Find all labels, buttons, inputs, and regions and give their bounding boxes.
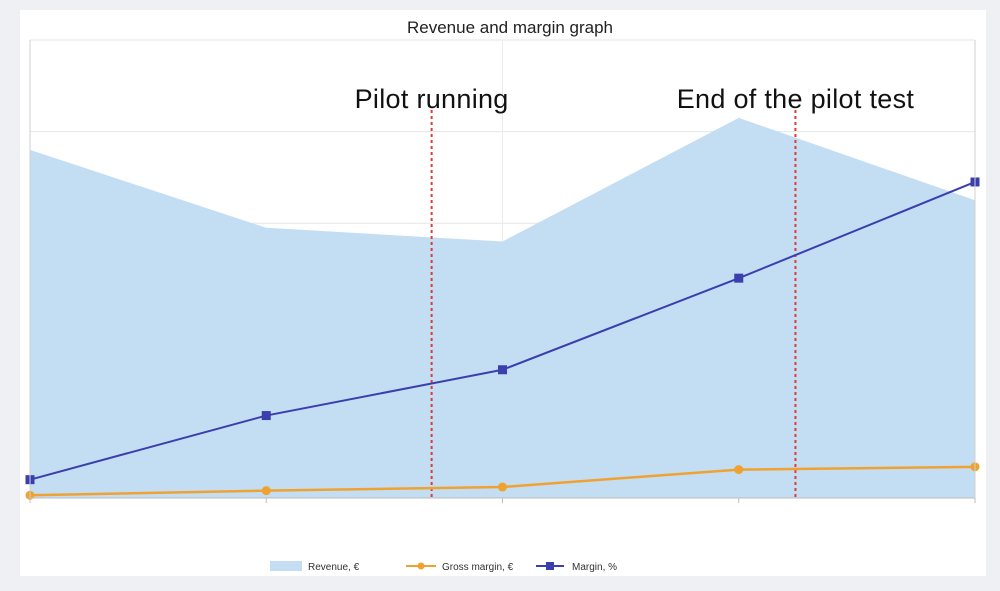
annotation-labels: Pilot running End of the pilot test bbox=[355, 84, 915, 114]
gross-margin-point bbox=[498, 482, 507, 492]
chart-frame: Revenue and margin graph Pilot running En… bbox=[20, 10, 986, 576]
margin-percent-point bbox=[261, 411, 271, 421]
revenue-margin-chart: Revenue and margin graph Pilot running En… bbox=[25, 18, 980, 573]
legend-revenue-label: Revenue, € bbox=[308, 562, 360, 573]
legend-margin-label: Margin, % bbox=[572, 562, 617, 573]
legend-gross-margin-label: Gross margin, € bbox=[442, 562, 514, 573]
legend-revenue-swatch bbox=[270, 561, 302, 571]
annotation-lines bbox=[430, 110, 797, 498]
annotation-label: Pilot running bbox=[355, 84, 509, 114]
revenue-area-layer bbox=[30, 117, 975, 499]
legend-margin-marker bbox=[546, 562, 554, 570]
revenue-area bbox=[30, 117, 975, 499]
annotation-label: End of the pilot test bbox=[677, 84, 915, 114]
margin-percent-point bbox=[734, 273, 744, 283]
legend-gross-margin-marker bbox=[417, 562, 425, 570]
chart-title: Revenue and margin graph bbox=[407, 18, 613, 37]
gross-margin-point bbox=[734, 465, 744, 475]
margin-percent-point bbox=[498, 365, 507, 375]
legend[interactable]: Revenue, € Gross margin, € Margin, % bbox=[270, 561, 617, 573]
axes bbox=[29, 40, 976, 503]
gross-margin-point bbox=[261, 486, 271, 496]
